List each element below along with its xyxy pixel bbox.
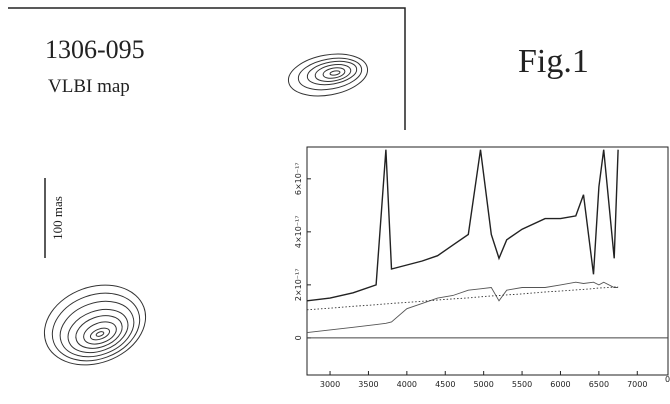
plot-backdrop [280,130,670,404]
edge-mark: 0 [665,375,670,384]
y-tick-label: 0 [294,335,303,340]
panel-frame [8,7,406,140]
x-tick-label: 5000 [473,380,493,389]
object-name: 1306-095 [45,35,145,64]
x-tick-label: 3500 [358,380,378,389]
x-tick-label: 4000 [397,380,417,389]
plot-frame [306,146,669,376]
x-tick-label: 5500 [512,380,532,389]
spectrum-line [306,281,619,334]
spectrum-line [306,149,619,302]
x-tick-label: 7000 [627,380,647,389]
y-tick-label: 6×10⁻¹⁷ [294,163,303,196]
y-tick-label: 4×10⁻¹⁷ [294,216,303,249]
x-tick-label: 3000 [320,380,340,389]
spectrum-plot: 3000 3500 4000 4500 5000 5500 6000 6500 7000 0 2×1… [294,149,668,389]
contours-top [287,53,369,97]
figure-label: Fig.1 [518,43,589,80]
x-tick-label: 6000 [550,380,570,389]
contours-bottom [43,284,147,366]
scale-label: 100 mas [50,196,65,240]
spectrum-line [306,286,619,311]
x-tick-label: 4500 [435,380,455,389]
map-label: VLBI map [48,76,130,97]
x-tick-label: 6500 [589,380,609,389]
y-tick-label: 2×10⁻¹⁷ [294,269,303,302]
